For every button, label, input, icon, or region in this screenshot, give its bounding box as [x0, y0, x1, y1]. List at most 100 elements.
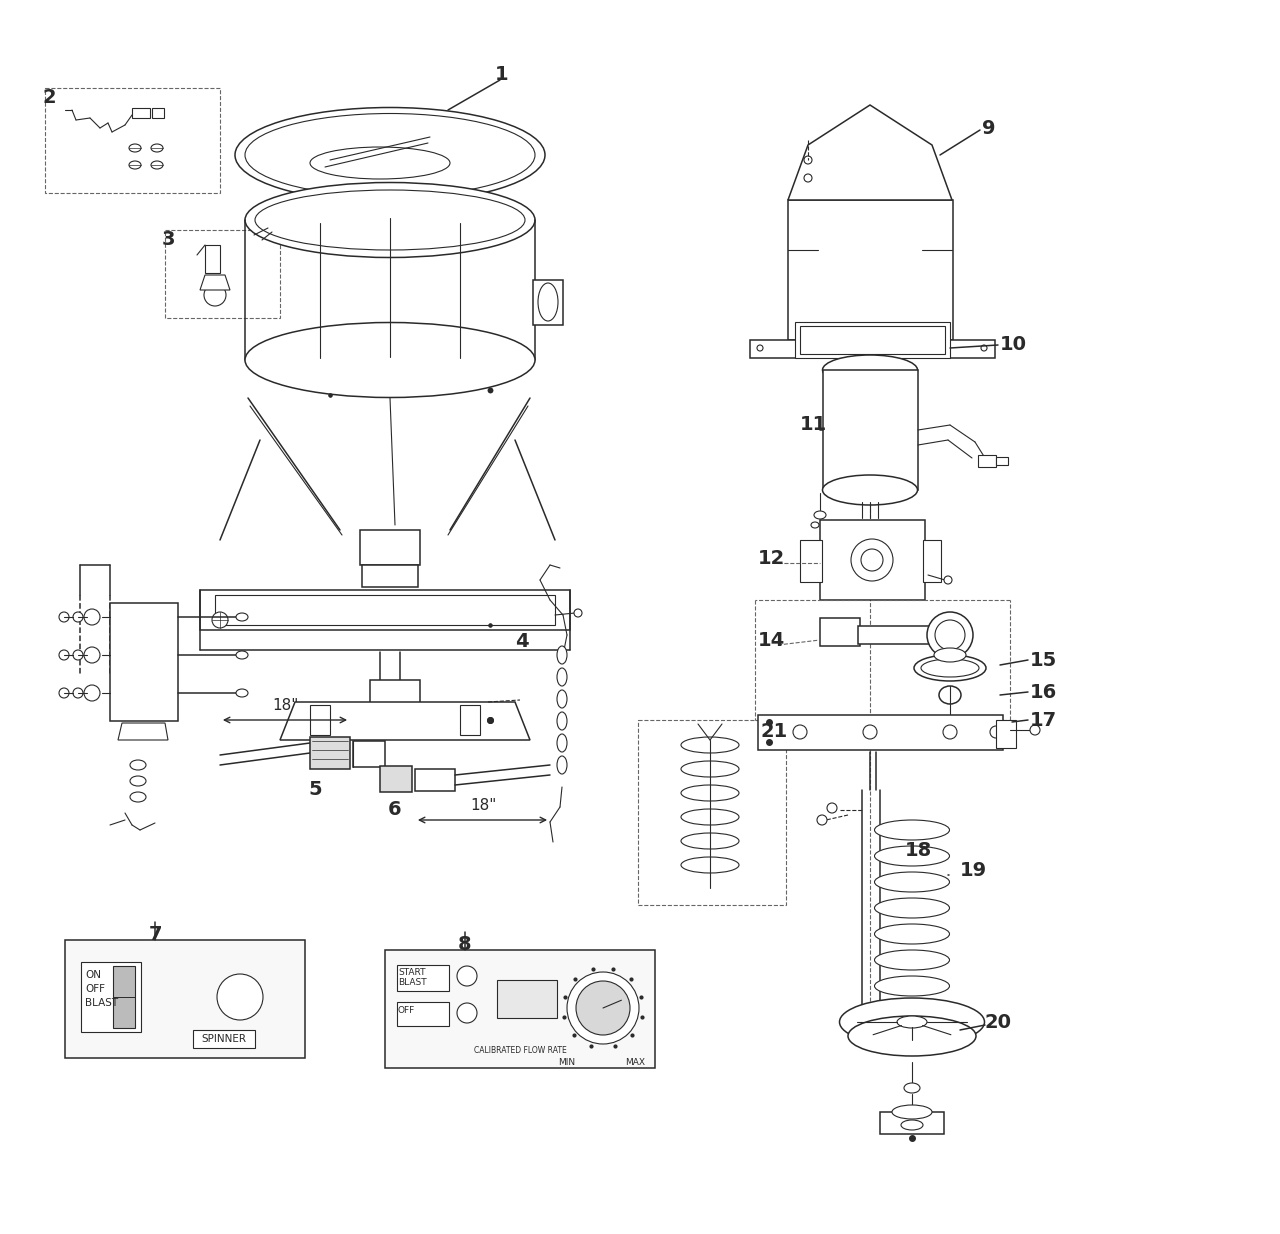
Polygon shape [280, 702, 530, 740]
Bar [820, 618, 860, 647]
Ellipse shape [861, 549, 883, 571]
Text: 4: 4 [515, 632, 529, 652]
Bar [310, 705, 330, 735]
Ellipse shape [131, 792, 146, 802]
Ellipse shape [812, 522, 819, 528]
Bar [362, 565, 419, 587]
Ellipse shape [557, 712, 567, 731]
Text: 12: 12 [758, 548, 785, 568]
Text: 18": 18" [470, 798, 497, 813]
Ellipse shape [151, 144, 163, 152]
Ellipse shape [897, 1016, 927, 1028]
Bar [858, 626, 948, 644]
Ellipse shape [823, 475, 918, 505]
Ellipse shape [914, 655, 986, 681]
Text: BLAST: BLAST [84, 998, 118, 1008]
Ellipse shape [874, 950, 950, 970]
Bar [385, 950, 655, 1067]
Ellipse shape [218, 974, 262, 1021]
Text: 7: 7 [148, 926, 161, 944]
Bar [81, 963, 141, 1032]
Bar [923, 540, 941, 582]
Ellipse shape [681, 761, 739, 777]
Text: 10: 10 [1000, 336, 1027, 354]
Ellipse shape [557, 690, 567, 708]
Polygon shape [118, 723, 168, 740]
Ellipse shape [681, 856, 739, 872]
Ellipse shape [874, 924, 950, 944]
Ellipse shape [1030, 726, 1039, 735]
Ellipse shape [849, 1016, 977, 1056]
Ellipse shape [236, 107, 545, 202]
Ellipse shape [681, 810, 739, 826]
Polygon shape [200, 275, 230, 290]
Text: 11: 11 [800, 416, 827, 434]
Ellipse shape [804, 155, 812, 164]
Ellipse shape [681, 785, 739, 801]
Ellipse shape [131, 760, 146, 770]
Text: 9: 9 [982, 118, 996, 137]
Ellipse shape [874, 821, 950, 840]
Bar [996, 719, 1016, 748]
Bar [497, 980, 557, 1018]
Ellipse shape [557, 647, 567, 664]
Ellipse shape [236, 689, 248, 697]
Text: 20: 20 [986, 1013, 1012, 1032]
Text: 21: 21 [760, 722, 787, 740]
Ellipse shape [927, 612, 973, 658]
Ellipse shape [59, 650, 69, 660]
Bar [110, 603, 178, 721]
Ellipse shape [212, 612, 228, 628]
Ellipse shape [874, 1002, 950, 1022]
Text: 1: 1 [495, 65, 509, 84]
Text: 18: 18 [905, 840, 932, 860]
Ellipse shape [874, 898, 950, 918]
Ellipse shape [851, 539, 893, 581]
Bar [370, 680, 420, 710]
Bar [460, 705, 480, 735]
Ellipse shape [255, 190, 525, 251]
Ellipse shape [59, 689, 69, 698]
Bar [823, 370, 918, 490]
Ellipse shape [904, 1083, 920, 1093]
Polygon shape [788, 105, 952, 200]
Ellipse shape [131, 776, 146, 786]
Ellipse shape [980, 346, 987, 350]
Ellipse shape [557, 734, 567, 752]
Ellipse shape [236, 613, 248, 621]
Ellipse shape [863, 726, 877, 739]
Bar [205, 246, 220, 273]
Ellipse shape [129, 160, 141, 169]
Ellipse shape [817, 814, 827, 826]
Ellipse shape [945, 576, 952, 584]
Bar [758, 714, 1004, 750]
Bar [795, 322, 950, 358]
Ellipse shape [244, 183, 535, 258]
Text: 2: 2 [42, 88, 55, 107]
Ellipse shape [236, 652, 248, 659]
Text: ON: ON [84, 970, 101, 980]
Ellipse shape [804, 174, 812, 181]
Bar [800, 540, 822, 582]
Ellipse shape [84, 610, 100, 624]
Text: CALIBRATED FLOW RATE: CALIBRATED FLOW RATE [474, 1046, 566, 1055]
Text: START: START [398, 967, 425, 977]
Ellipse shape [204, 284, 227, 306]
Bar [881, 1112, 945, 1134]
Bar [165, 230, 280, 318]
Bar [310, 737, 349, 769]
Ellipse shape [310, 147, 451, 179]
Text: SPINNER: SPINNER [201, 1034, 247, 1044]
Bar [215, 595, 556, 624]
Text: 14: 14 [758, 631, 785, 649]
Ellipse shape [874, 872, 950, 892]
Ellipse shape [557, 756, 567, 774]
Text: 8: 8 [458, 935, 472, 954]
Text: MIN: MIN [558, 1058, 576, 1067]
Ellipse shape [244, 114, 535, 196]
Bar [637, 719, 786, 905]
Ellipse shape [73, 612, 83, 622]
Text: 5: 5 [308, 780, 321, 798]
Text: 3: 3 [163, 230, 175, 249]
Ellipse shape [244, 322, 535, 397]
